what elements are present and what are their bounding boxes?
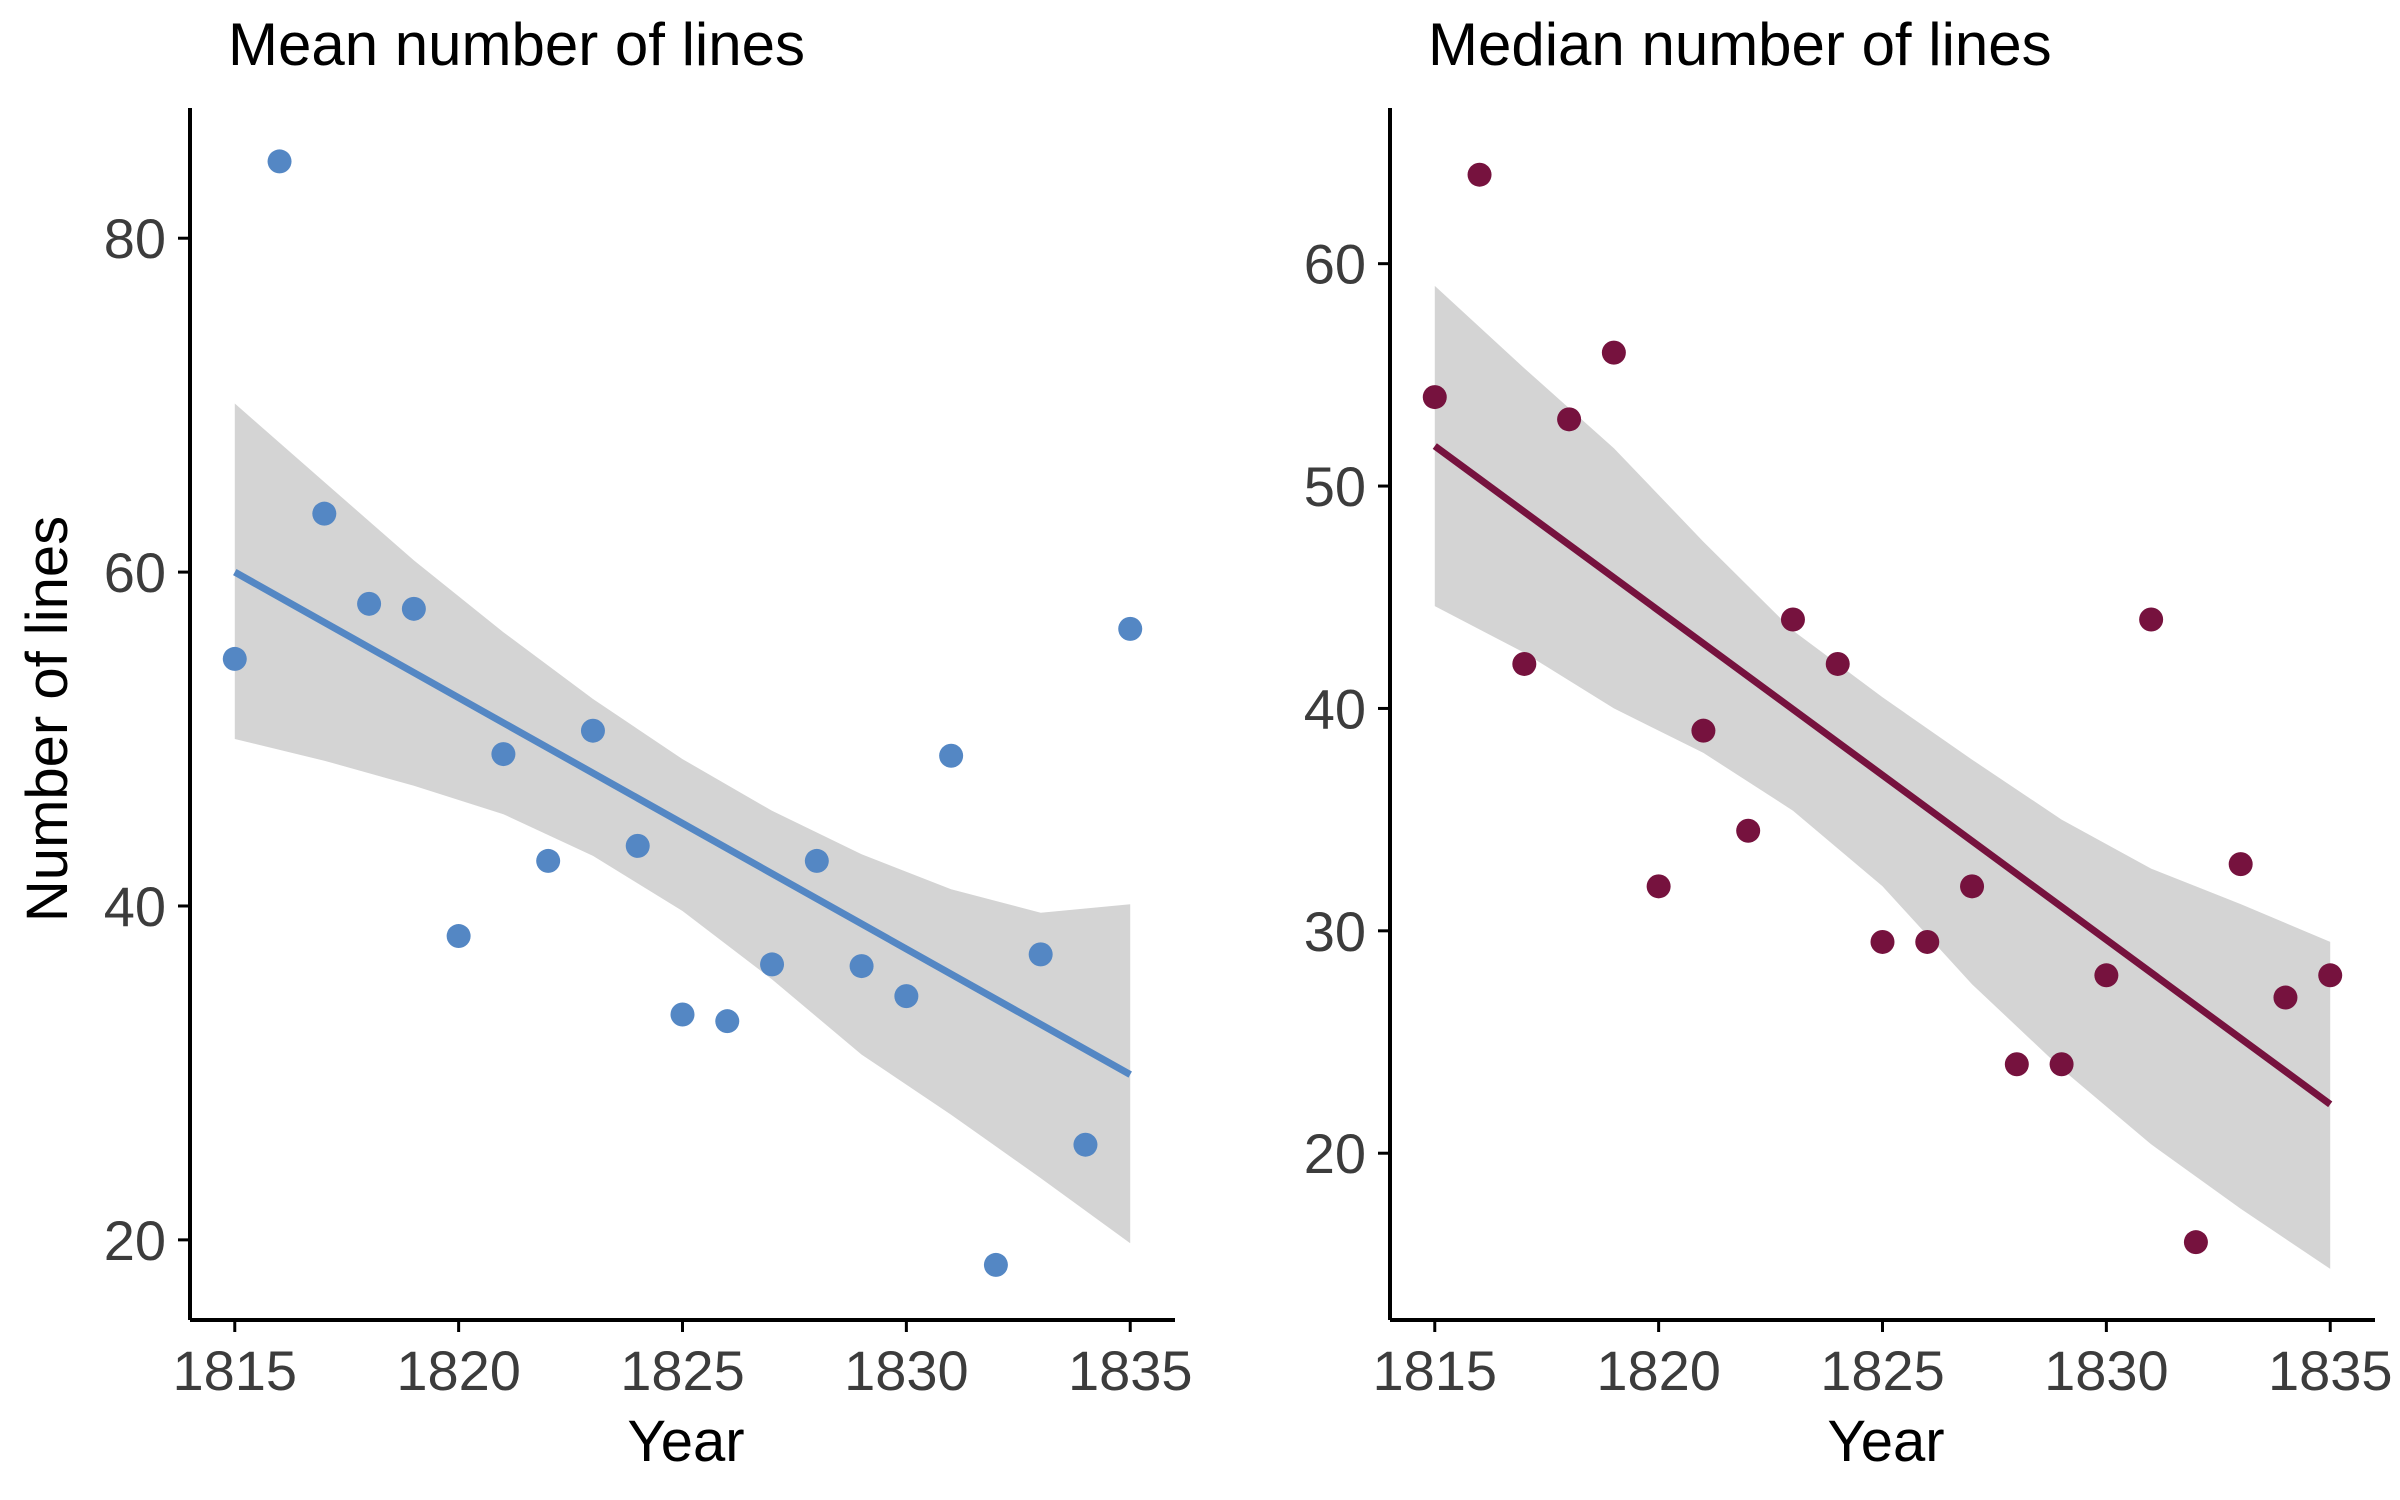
data-point-median (2318, 963, 2343, 988)
data-point-median (2183, 1230, 2208, 1255)
data-point-mean (357, 591, 382, 616)
data-point-median (1646, 874, 1671, 899)
x-axis-title-mean: Year (627, 1409, 744, 1474)
x-axis-title-median: Year (1827, 1409, 1944, 1474)
data-point-median (1780, 607, 1805, 632)
data-point-mean (760, 952, 785, 977)
x-tick-label-median: 1815 (1372, 1339, 1497, 1402)
data-point-median (1691, 718, 1716, 743)
data-point-median (2228, 852, 2253, 877)
data-point-mean (939, 743, 964, 768)
panel-title-mean: Mean number of lines (228, 11, 805, 78)
data-point-median (2139, 607, 2164, 632)
x-tick-label-median: 1825 (1820, 1339, 1945, 1402)
x-tick-label-mean: 1815 (172, 1339, 297, 1402)
x-tick-label-mean: 1830 (844, 1339, 969, 1402)
data-point-median (1601, 340, 1626, 365)
data-point-mean (491, 742, 516, 767)
data-point-mean (536, 848, 561, 873)
data-point-mean (267, 149, 292, 174)
data-point-median (1557, 407, 1582, 432)
data-point-median (1736, 818, 1761, 843)
y-tick-label-median: 20 (1304, 1122, 1366, 1185)
data-point-mean (894, 984, 919, 1009)
y-tick-label-mean: 40 (104, 875, 166, 938)
median-lines-panel: Median number of lines Year 1815 1820 1825… (1304, 11, 2393, 1474)
data-point-mean (446, 924, 471, 949)
data-point-mean (580, 718, 605, 743)
data-point-mean (849, 954, 874, 979)
data-point-median (1467, 162, 1492, 187)
data-point-mean (715, 1009, 740, 1034)
data-point-mean (1118, 616, 1143, 641)
data-point-mean (312, 501, 337, 526)
y-tick-label-median: 60 (1304, 233, 1366, 296)
data-point-median (1870, 929, 1895, 954)
x-tick-label-median: 1835 (2268, 1339, 2393, 1402)
data-point-mean (670, 1002, 695, 1027)
data-point-mean (804, 848, 829, 873)
y-tick-label-median: 30 (1304, 900, 1366, 963)
data-point-mean (1073, 1132, 1098, 1157)
y-tick-label-median: 50 (1304, 455, 1366, 518)
data-point-median (1960, 874, 1985, 899)
data-point-median (1512, 651, 1537, 676)
data-point-mean (983, 1252, 1008, 1277)
trend-line-median (1432, 443, 2333, 1108)
data-point-mean (1028, 942, 1053, 967)
x-tick-label-median: 1830 (2044, 1339, 2169, 1402)
data-point-median (2004, 1052, 2029, 1077)
data-point-median (1422, 385, 1447, 410)
x-tick-label-mean: 1820 (396, 1339, 521, 1402)
y-tick-label-mean: 60 (104, 541, 166, 604)
data-point-median (2273, 985, 2298, 1010)
data-point-mean (625, 833, 650, 858)
y-tick-label-median: 40 (1304, 677, 1366, 740)
data-point-median (2094, 963, 2119, 988)
x-tick-label-median: 1820 (1596, 1339, 1721, 1402)
trend-line-mean (233, 569, 1132, 1078)
data-point-mean (222, 646, 247, 671)
data-point-mean (401, 596, 426, 621)
y-tick-label-mean: 80 (104, 207, 166, 270)
x-tick-label-mean: 1825 (620, 1339, 745, 1402)
mean-lines-panel: Mean number of lines Number of lines Yea… (15, 11, 1193, 1474)
data-point-median (2049, 1052, 2074, 1077)
y-tick-label-mean: 20 (104, 1209, 166, 1272)
data-point-median (1915, 929, 1940, 954)
y-axis-title: Number of lines (15, 516, 80, 922)
panel-title-median: Median number of lines (1428, 11, 2052, 78)
data-point-median (1825, 651, 1850, 676)
x-tick-label-mean: 1835 (1068, 1339, 1193, 1402)
